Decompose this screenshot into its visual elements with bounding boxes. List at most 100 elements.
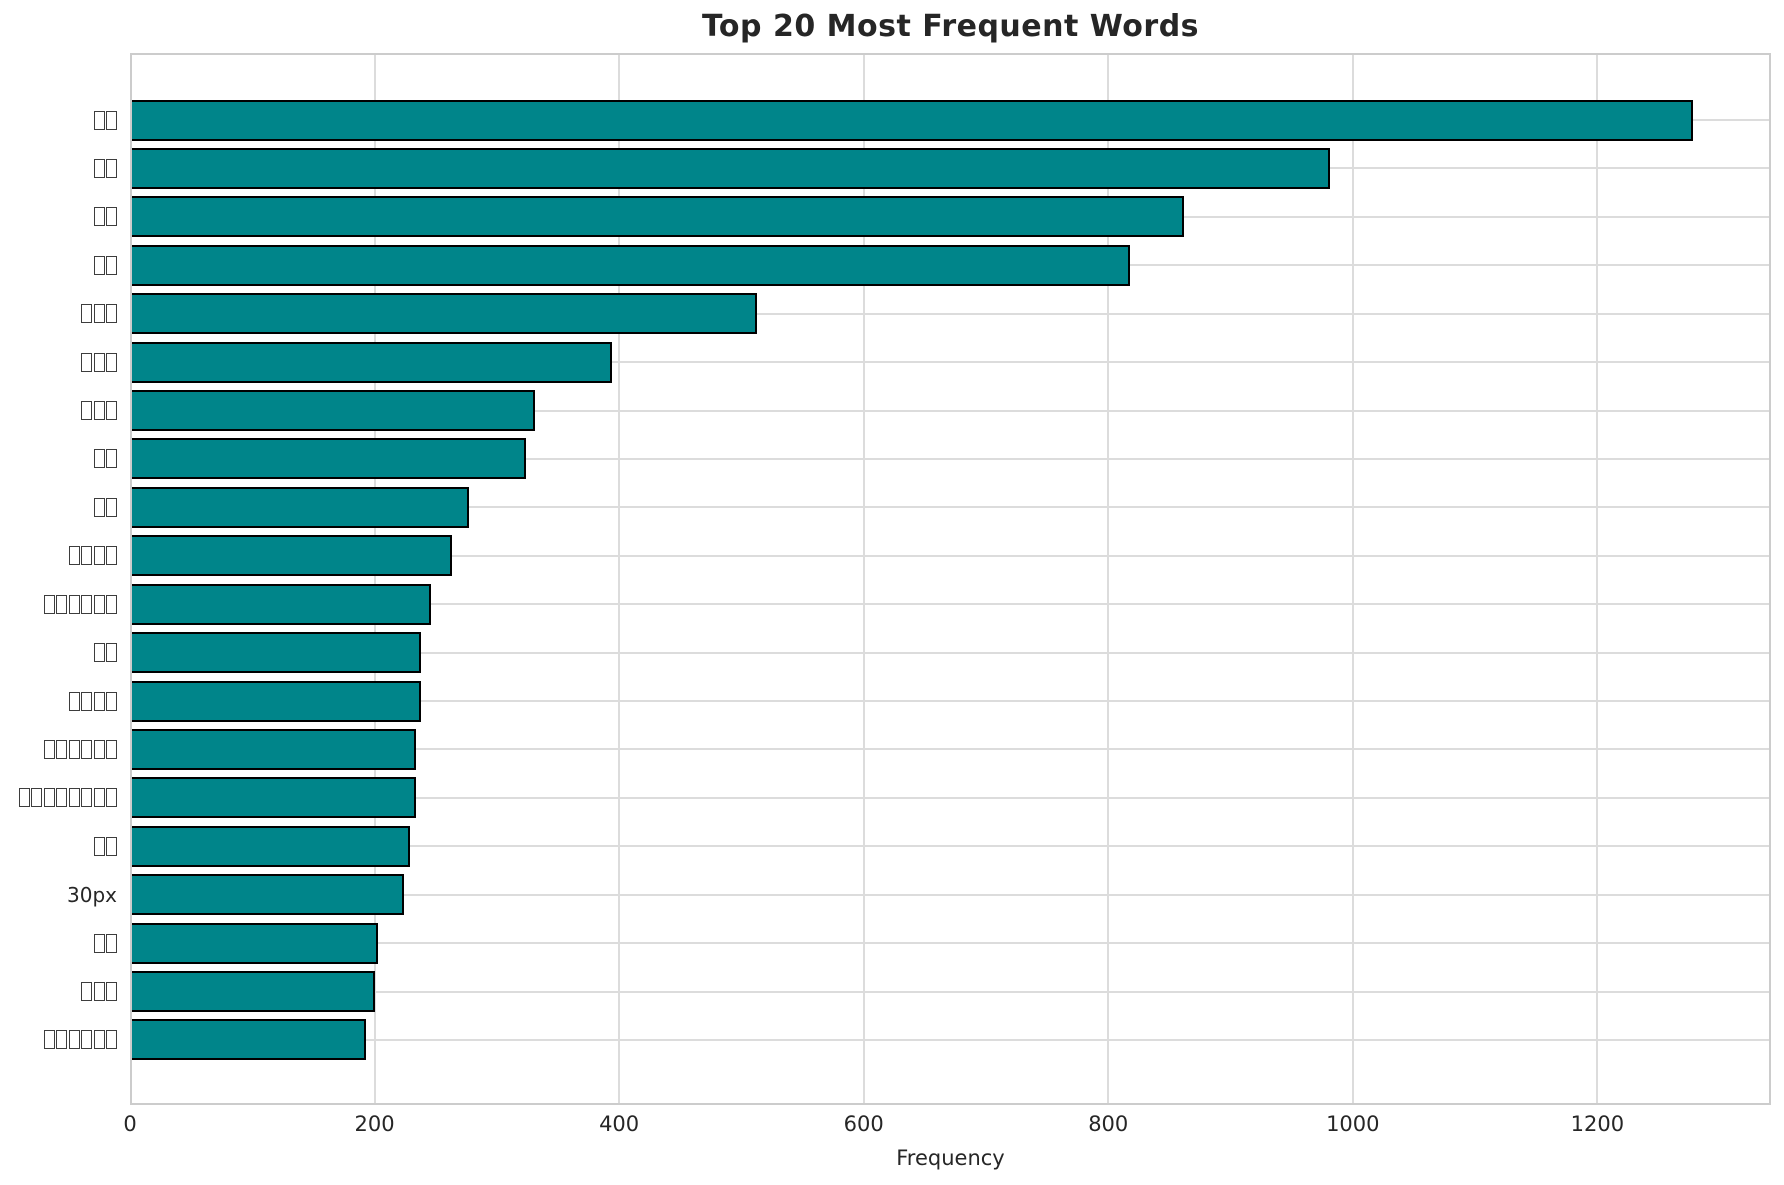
missing-glyph-box — [106, 352, 117, 372]
missing-glyph-box — [18, 788, 30, 808]
missing-glyph-box — [106, 788, 117, 808]
y-axis-labels: 30px — [0, 53, 117, 1105]
missing-glyph-box — [106, 546, 117, 566]
gridline-horizontal — [130, 554, 1771, 557]
missing-glyph-box — [56, 1030, 67, 1050]
missing-glyph-box — [81, 546, 92, 566]
y-tick-label — [80, 349, 117, 375]
bar — [130, 535, 452, 577]
bar — [130, 244, 1131, 286]
bar — [130, 390, 535, 432]
missing-glyph-box — [106, 158, 117, 178]
bar — [130, 583, 431, 625]
bar — [130, 728, 417, 770]
missing-glyph-box — [56, 788, 67, 808]
gridline-horizontal — [130, 893, 1771, 896]
missing-glyph-box — [81, 788, 92, 808]
x-tick-label: 0 — [123, 1112, 137, 1136]
x-axis-ticks: 0 200 400 600 800 1000 1200 — [123, 1112, 1771, 1142]
missing-glyph-box — [93, 110, 105, 130]
missing-glyph-box — [93, 207, 105, 227]
y-tick-label — [92, 833, 117, 859]
bar — [130, 632, 422, 674]
gridline-horizontal — [130, 990, 1771, 993]
missing-glyph-box — [106, 110, 117, 130]
bar — [130, 438, 527, 480]
gridline-horizontal — [130, 651, 1771, 654]
y-tick-label — [42, 736, 117, 762]
bar — [130, 971, 375, 1013]
missing-glyph-box — [81, 352, 92, 372]
missing-glyph-box — [93, 691, 105, 711]
y-tick-label — [42, 591, 117, 617]
gridline-horizontal — [130, 312, 1771, 315]
missing-glyph-box — [93, 739, 105, 759]
gridline-horizontal — [130, 361, 1771, 364]
plot-area — [130, 53, 1771, 1105]
missing-glyph-box — [106, 497, 117, 517]
missing-glyph-box — [106, 449, 117, 469]
missing-glyph-box — [93, 304, 105, 324]
y-tick-label — [80, 301, 117, 327]
bar — [130, 874, 404, 916]
y-tick-label — [67, 543, 117, 569]
bar — [130, 825, 411, 867]
missing-glyph-box — [106, 304, 117, 324]
missing-glyph-box — [43, 594, 55, 614]
missing-glyph-box — [81, 982, 92, 1002]
gridline-horizontal — [130, 506, 1771, 509]
y-tick-label — [92, 494, 117, 520]
y-tick-label: 30px — [67, 882, 117, 907]
gridline-horizontal — [130, 796, 1771, 799]
y-tick-label — [80, 398, 117, 424]
y-tick-label — [92, 640, 117, 666]
y-tick-label — [92, 930, 117, 956]
bar — [130, 486, 469, 528]
gridline-horizontal — [130, 748, 1771, 751]
gridline-vertical — [862, 53, 865, 1105]
gridline-horizontal — [130, 942, 1771, 945]
missing-glyph-box — [106, 255, 117, 275]
missing-glyph-box — [31, 788, 42, 808]
missing-glyph-box — [81, 739, 92, 759]
missing-glyph-box — [93, 788, 105, 808]
missing-glyph-box — [93, 836, 105, 856]
y-tick-label — [92, 446, 117, 472]
y-tick-label — [92, 204, 117, 230]
missing-glyph-box — [43, 739, 55, 759]
x-tick-label: 200 — [354, 1112, 395, 1136]
x-tick-label: 1000 — [1326, 1112, 1380, 1136]
chart-title: Top 20 Most Frequent Words — [701, 9, 1200, 44]
missing-glyph-box — [93, 401, 105, 421]
missing-glyph-box — [93, 546, 105, 566]
missing-glyph-box — [93, 643, 105, 663]
x-tick-label: 600 — [843, 1112, 884, 1136]
missing-glyph-box — [43, 1030, 55, 1050]
missing-glyph-box — [93, 255, 105, 275]
missing-glyph-box — [93, 982, 105, 1002]
missing-glyph-box — [106, 933, 117, 953]
bar — [130, 1019, 366, 1061]
missing-glyph-box — [106, 982, 117, 1002]
missing-glyph-box — [106, 594, 117, 614]
missing-glyph-box — [56, 739, 67, 759]
missing-glyph-box — [106, 643, 117, 663]
missing-glyph-box — [106, 739, 117, 759]
missing-glyph-box — [106, 207, 117, 227]
y-tick-label — [17, 785, 117, 811]
gridline-vertical — [1596, 53, 1599, 1105]
y-tick-label — [42, 1027, 117, 1053]
gridline-vertical — [1351, 53, 1354, 1105]
y-tick-label — [92, 252, 117, 278]
missing-glyph-box — [106, 691, 117, 711]
gridline-vertical — [1107, 53, 1110, 1105]
bar — [130, 293, 758, 335]
missing-glyph-box — [81, 304, 92, 324]
gridline-horizontal — [130, 457, 1771, 460]
gridline-horizontal — [130, 409, 1771, 412]
gridline-horizontal — [130, 700, 1771, 703]
missing-glyph-box — [56, 594, 67, 614]
bar — [130, 341, 612, 383]
bar — [130, 99, 1693, 141]
gridline-vertical — [373, 53, 376, 1105]
